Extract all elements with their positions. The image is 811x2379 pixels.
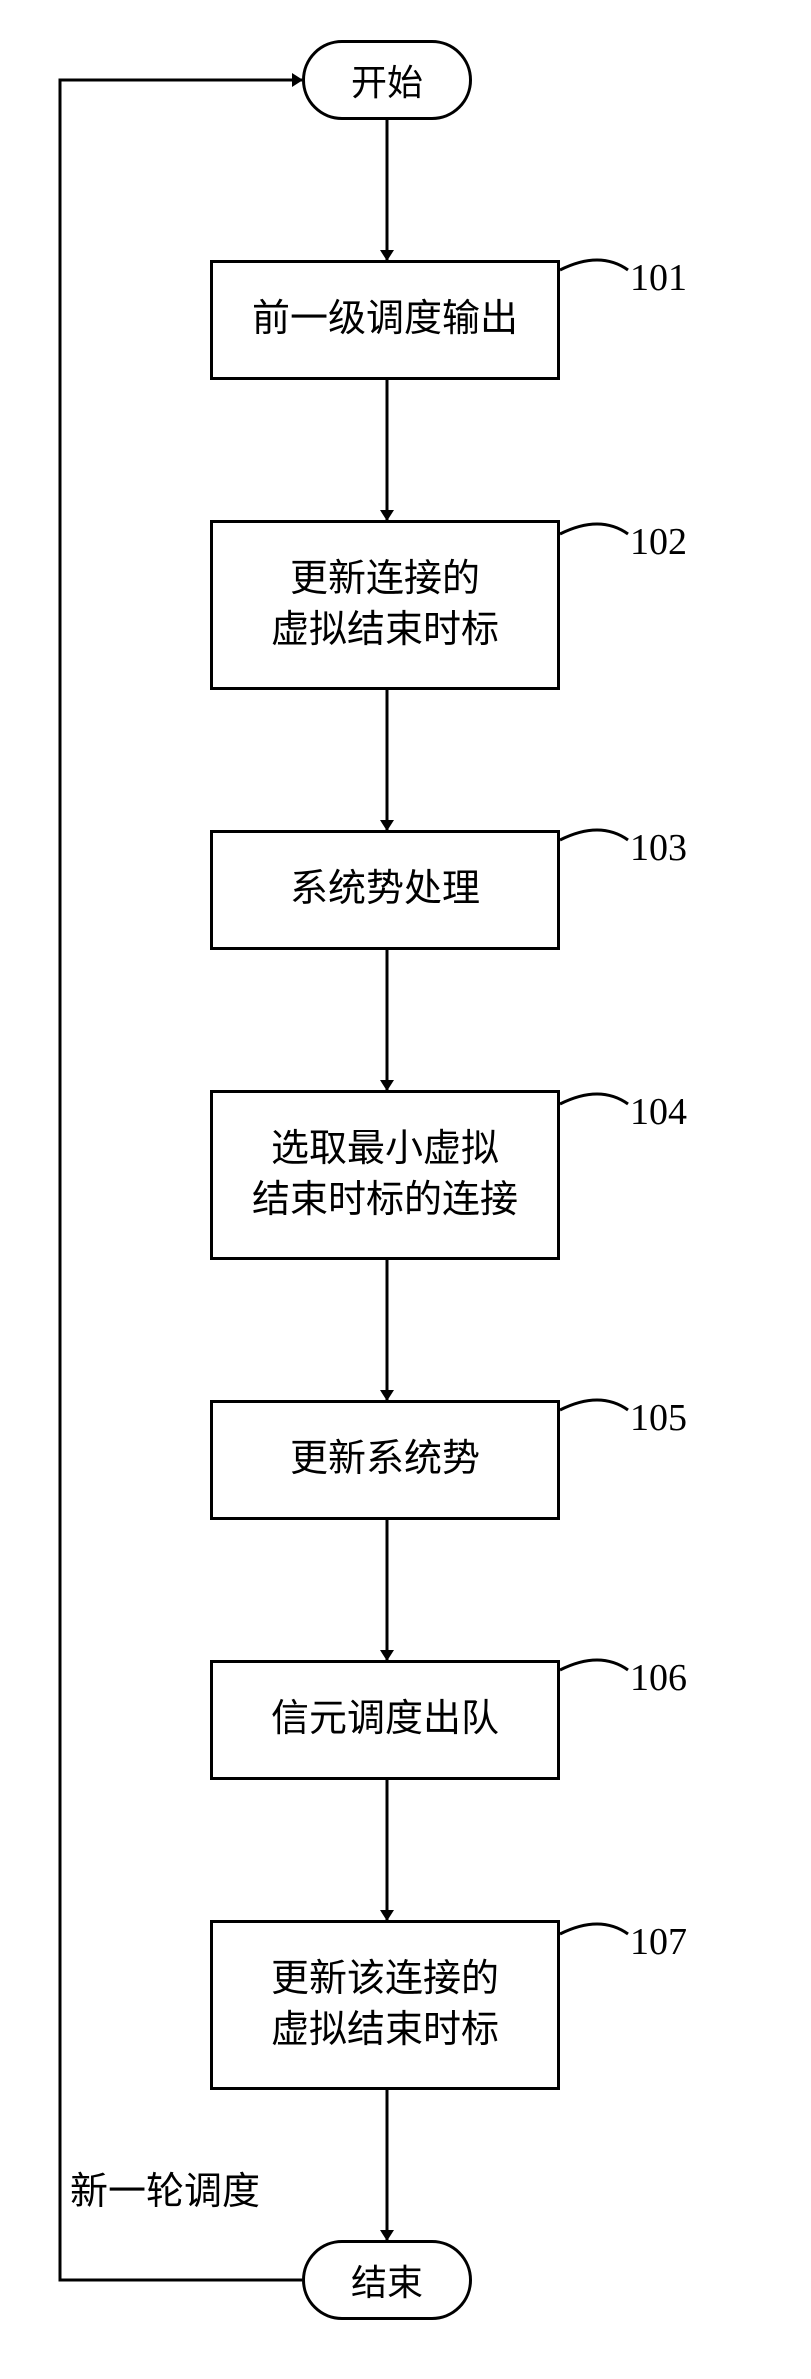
- step-label-103: 103: [630, 826, 687, 870]
- leader-101: [560, 260, 628, 270]
- node-s104-text: 选取最小虚拟 结束时标的连接: [252, 1124, 518, 1227]
- node-s104: 选取最小虚拟 结束时标的连接: [210, 1090, 560, 1260]
- node-s101-text: 前一级调度输出: [252, 294, 518, 345]
- node-s107-text: 更新该连接的 虚拟结束时标: [271, 1954, 499, 2057]
- node-s105-text: 更新系统势: [290, 1434, 480, 1485]
- node-s105: 更新系统势: [210, 1400, 560, 1520]
- node-s107: 更新该连接的 虚拟结束时标: [210, 1920, 560, 2090]
- loop-back-label: 新一轮调度: [70, 2160, 260, 2215]
- leader-106: [560, 1660, 628, 1670]
- node-end: 结束: [302, 2240, 472, 2320]
- leader-107: [560, 1924, 628, 1934]
- leader-105: [560, 1400, 628, 1410]
- step-label-102: 102: [630, 520, 687, 564]
- node-s102: 更新连接的 虚拟结束时标: [210, 520, 560, 690]
- node-s106-text: 信元调度出队: [271, 1694, 499, 1745]
- node-s103: 系统势处理: [210, 830, 560, 950]
- node-s106: 信元调度出队: [210, 1660, 560, 1780]
- node-s102-text: 更新连接的 虚拟结束时标: [271, 554, 499, 657]
- node-start: 开始: [302, 40, 472, 120]
- step-label-104: 104: [630, 1090, 687, 1134]
- node-s103-text: 系统势处理: [290, 864, 480, 915]
- flowchart-canvas: 开始 前一级调度输出 101 更新连接的 虚拟结束时标 102 系统势处理 10…: [0, 0, 811, 2379]
- leader-102: [560, 524, 628, 534]
- step-label-107: 107: [630, 1920, 687, 1964]
- step-label-105: 105: [630, 1396, 687, 1440]
- node-s101: 前一级调度输出: [210, 260, 560, 380]
- step-label-101: 101: [630, 256, 687, 300]
- step-label-106: 106: [630, 1656, 687, 1700]
- leader-103: [560, 830, 628, 840]
- node-end-text: 结束: [351, 2254, 423, 2306]
- leader-104: [560, 1094, 628, 1104]
- node-start-text: 开始: [351, 54, 423, 106]
